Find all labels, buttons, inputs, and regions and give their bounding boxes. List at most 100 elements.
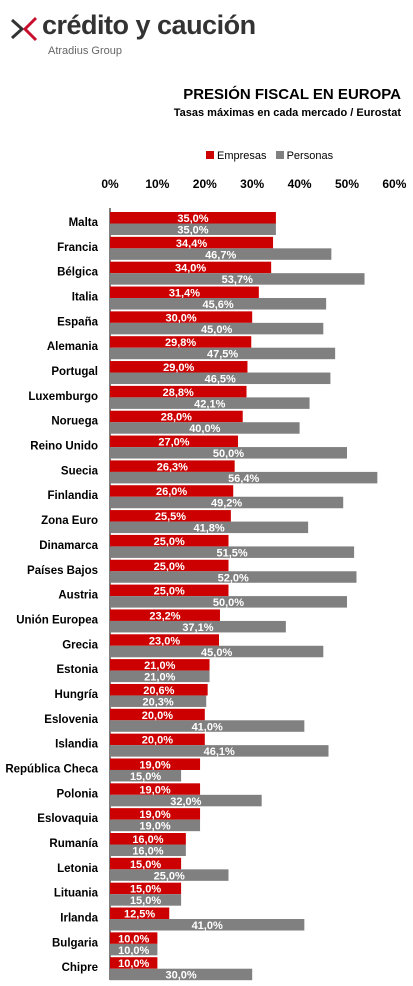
bar-empresas (110, 708, 205, 721)
legend-item-personas: Personas (275, 150, 333, 162)
data-label-personas: 32,0% (170, 796, 201, 808)
bar-personas (110, 521, 309, 534)
bar-empresas (110, 385, 247, 398)
bar-empresas (110, 932, 158, 944)
data-label-personas: 21,0% (144, 672, 175, 684)
category-label: Eslovenia (44, 714, 98, 726)
bar-empresas (110, 485, 234, 497)
bar-empresas (110, 833, 186, 845)
category-label: Letonia (57, 863, 98, 875)
category-label: Dinamarca (39, 540, 98, 552)
bar-empresas (110, 659, 210, 671)
bar-personas (110, 745, 329, 757)
bar-personas (110, 695, 207, 707)
category-label: Estonia (56, 664, 98, 676)
data-label-personas: 46,1% (204, 746, 235, 758)
data-label-personas: 30,0% (165, 970, 196, 982)
chart-subtitle: Tasas máximas en cada mercado / Eurostat (173, 107, 401, 119)
legend-label-empresas: Empresas (217, 150, 267, 162)
bar-empresas (110, 261, 272, 274)
bar-empresas (110, 361, 248, 373)
data-label-personas: 41,0% (192, 920, 223, 932)
category-label: Chipre (62, 962, 98, 974)
bar-empresas (110, 510, 231, 522)
category-label: Hungría (55, 689, 99, 701)
data-label-empresas: 25,5% (155, 511, 186, 523)
category-label: Zona Euro (41, 515, 98, 527)
data-label-empresas: 25,0% (154, 586, 185, 598)
bar-personas (110, 620, 286, 633)
bar-empresas (110, 733, 205, 746)
x-tick-label: 40% (288, 177, 312, 191)
bar-personas (110, 223, 276, 235)
data-label-empresas: 10,0% (118, 933, 149, 945)
data-label-empresas: 28,8% (163, 387, 194, 399)
brand-mark-icon (10, 16, 38, 42)
chart-title: PRESIÓN FISCAL EN EUROPA (183, 86, 401, 103)
data-label-empresas: 15,0% (130, 884, 161, 896)
bar-empresas (110, 410, 243, 423)
x-tick-label: 30% (240, 177, 264, 191)
data-label-empresas: 19,0% (139, 809, 170, 821)
bar-personas (110, 422, 300, 434)
bar-personas (110, 571, 357, 583)
bar-personas (110, 844, 186, 856)
bar-personas (110, 645, 324, 658)
data-label-personas: 19,0% (139, 821, 170, 833)
category-label: Unión Europea (16, 614, 98, 626)
bar-personas (110, 968, 253, 981)
data-label-empresas: 34,0% (175, 263, 206, 275)
category-label: Reino Unido (30, 441, 98, 453)
data-label-personas: 16,0% (132, 846, 163, 858)
data-label-empresas: 19,0% (139, 784, 170, 796)
data-label-personas: 46,5% (205, 374, 236, 386)
data-label-empresas: 28,0% (161, 412, 192, 424)
category-label: Malta (69, 217, 99, 229)
bar-empresas (110, 758, 201, 770)
bar-empresas (110, 907, 170, 920)
bar-personas (110, 471, 378, 484)
bar-empresas (110, 336, 252, 348)
bar-personas (110, 372, 331, 385)
bar-personas (110, 298, 327, 310)
bar-empresas (110, 957, 158, 969)
data-label-personas: 45,0% (201, 324, 232, 336)
data-label-empresas: 21,0% (144, 660, 175, 672)
data-label-personas: 20,3% (143, 696, 174, 708)
category-label: Suecia (61, 465, 99, 477)
category-label: Francia (57, 242, 99, 254)
bar-personas (110, 347, 336, 360)
data-label-personas: 50,0% (213, 448, 244, 460)
category-label: Alemania (47, 341, 99, 353)
category-label: Austria (58, 590, 98, 602)
category-label: Irlanda (60, 913, 98, 925)
brand-name: crédito y caución (42, 10, 256, 40)
data-label-empresas: 29,0% (163, 362, 194, 374)
data-label-empresas: 23,0% (149, 635, 180, 647)
data-label-empresas: 26,3% (157, 461, 188, 473)
data-label-personas: 35,0% (177, 225, 208, 237)
bar-empresas (110, 435, 238, 448)
data-label-empresas: 35,0% (177, 213, 208, 225)
bar-personas (110, 720, 305, 732)
bar-personas (110, 546, 355, 558)
category-label: Noruega (51, 416, 98, 428)
bar-empresas (110, 609, 220, 621)
category-label: Islandia (55, 739, 98, 751)
legend-swatch-personas (275, 151, 284, 159)
bar-empresas (110, 286, 259, 299)
bar-personas (110, 596, 347, 608)
bar-personas (110, 819, 201, 832)
x-tick-label: 10% (145, 177, 169, 191)
data-label-personas: 46,7% (205, 249, 236, 261)
bar-empresas (110, 534, 229, 547)
category-label: República Checa (5, 763, 98, 775)
data-label-personas: 45,6% (202, 299, 233, 311)
category-label: Portugal (51, 366, 98, 378)
category-label: Finlandia (48, 490, 99, 502)
category-label: Polonia (56, 788, 98, 800)
data-label-empresas: 26,0% (156, 486, 187, 498)
bar-empresas (110, 311, 253, 323)
category-label: Eslovaquia (37, 813, 98, 825)
data-label-personas: 47,5% (207, 349, 238, 361)
